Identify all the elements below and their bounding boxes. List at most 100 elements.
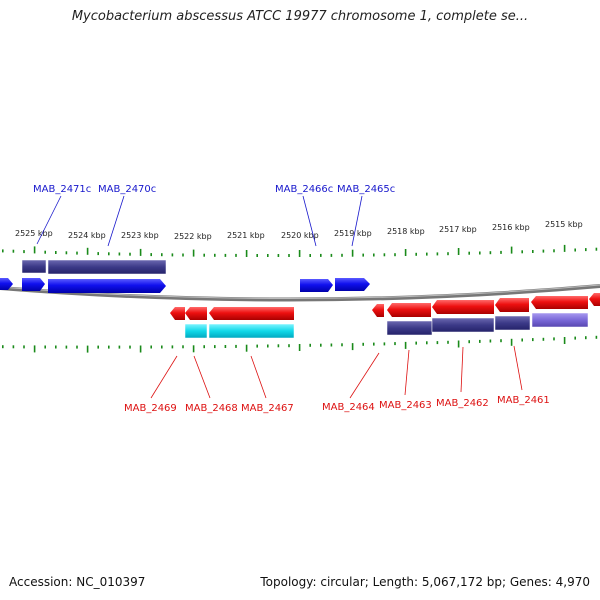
tick-mark [595, 247, 598, 251]
tick-mark [108, 345, 110, 349]
tick-mark [457, 340, 460, 348]
tick-mark [108, 252, 110, 256]
tick-mark [542, 337, 545, 341]
tick-mark [214, 253, 216, 257]
tick-mark [76, 345, 78, 349]
tick-mark [595, 335, 598, 339]
gene-arrow[interactable] [300, 279, 333, 292]
tick-mark [44, 250, 46, 254]
tick-mark [383, 253, 386, 257]
cds-bar[interactable] [47, 259, 167, 275]
cds-bar[interactable] [208, 323, 295, 339]
tick-row-top [2, 244, 598, 257]
gene-label[interactable]: MAB_2471c [33, 184, 91, 195]
tick-mark [542, 249, 545, 253]
tick-mark [150, 253, 152, 257]
tick-mark [479, 339, 481, 343]
gene-label[interactable]: MAB_2461 [497, 395, 550, 406]
tick-mark [553, 249, 555, 253]
tick-mark [394, 342, 396, 346]
gene-label[interactable]: MAB_2464 [322, 402, 375, 413]
gene-arrow[interactable] [209, 307, 294, 320]
tick-mark [436, 252, 439, 256]
tick-mark [532, 250, 534, 253]
tick-mark [426, 341, 428, 345]
tick-mark [457, 248, 460, 255]
tick-mark [97, 345, 99, 349]
reverse-leader-lines [150, 345, 523, 399]
tick-mark [33, 345, 36, 353]
tick-mark [489, 339, 492, 343]
accession-text: Accession: NC_010397 [9, 575, 146, 589]
gene-arrow[interactable] [0, 278, 13, 290]
tick-mark [383, 342, 386, 346]
scale-labels: 2525 kbp 2524 kbp 2523 kbp 2522 kbp 2521… [15, 220, 583, 241]
gene-label[interactable]: MAB_2462 [436, 398, 489, 409]
topology-text: Topology: circular; Length: 5,067,172 bp… [260, 575, 590, 589]
cds-bar[interactable] [531, 312, 589, 328]
gene-arrow[interactable] [531, 296, 588, 309]
gene-label[interactable]: MAB_2467 [241, 403, 294, 414]
tick-mark [192, 249, 195, 257]
tick-mark [2, 249, 4, 253]
gene-arrow[interactable] [22, 278, 45, 291]
tick-mark [129, 252, 131, 256]
tick-mark [65, 345, 68, 349]
tick-mark [447, 252, 449, 256]
gene-label[interactable]: MAB_2463 [379, 400, 432, 411]
gene-label[interactable]: MAB_2466c [275, 184, 333, 195]
tick-mark [55, 345, 57, 349]
gene-arrow[interactable] [170, 307, 185, 320]
tick-mark [447, 340, 449, 344]
tick-mark [510, 246, 513, 254]
gene-label[interactable]: MAB_2465c [337, 184, 395, 195]
tick-mark [256, 344, 258, 348]
tick-mark [553, 337, 555, 341]
gene-label[interactable]: MAB_2469 [124, 403, 177, 414]
tick-mark [500, 250, 502, 254]
tick-mark [171, 345, 174, 349]
tick-mark [309, 343, 311, 347]
tick-mark [341, 343, 343, 347]
cds-bar[interactable] [21, 259, 47, 274]
tick-mark [224, 345, 227, 348]
tick-mark [118, 252, 121, 256]
gene-arrow[interactable] [495, 298, 529, 312]
tick-mark [203, 345, 205, 349]
gene-arrow[interactable] [335, 278, 370, 291]
gene-arrow[interactable] [185, 307, 207, 320]
gene-arrow[interactable] [432, 300, 494, 314]
tick-mark [362, 342, 364, 346]
gene-arrow[interactable] [48, 279, 166, 293]
tick-mark [563, 337, 566, 344]
tick-mark [23, 250, 25, 254]
scale-label: 2517 kbp [439, 225, 477, 234]
tick-mark [65, 251, 68, 255]
cds-bar[interactable] [386, 320, 433, 336]
tick-mark [2, 345, 4, 349]
tick-mark [489, 251, 492, 255]
tick-mark [288, 344, 290, 348]
gene-label[interactable]: MAB_2470c [98, 184, 156, 195]
tick-mark [330, 343, 333, 347]
tick-mark [97, 252, 99, 256]
gene-arrow[interactable] [372, 304, 384, 317]
tick-mark [55, 251, 57, 254]
cds-bar[interactable] [431, 317, 495, 333]
scale-label: 2520 kbp [281, 231, 319, 240]
gene-label[interactable]: MAB_2468 [185, 403, 238, 414]
cds-bar[interactable] [494, 315, 531, 331]
cds-bar[interactable] [184, 323, 208, 339]
gene-arrow[interactable] [387, 303, 431, 317]
tick-mark [161, 253, 163, 257]
gene-arrow[interactable] [589, 293, 600, 306]
tick-mark [468, 251, 470, 255]
scale-label: 2516 kbp [492, 223, 530, 232]
tick-mark [309, 254, 311, 257]
tick-mark [341, 253, 343, 257]
reverse-cds-track [184, 312, 589, 339]
tick-mark [267, 344, 269, 348]
tick-mark [351, 249, 354, 257]
tick-mark [394, 253, 396, 257]
